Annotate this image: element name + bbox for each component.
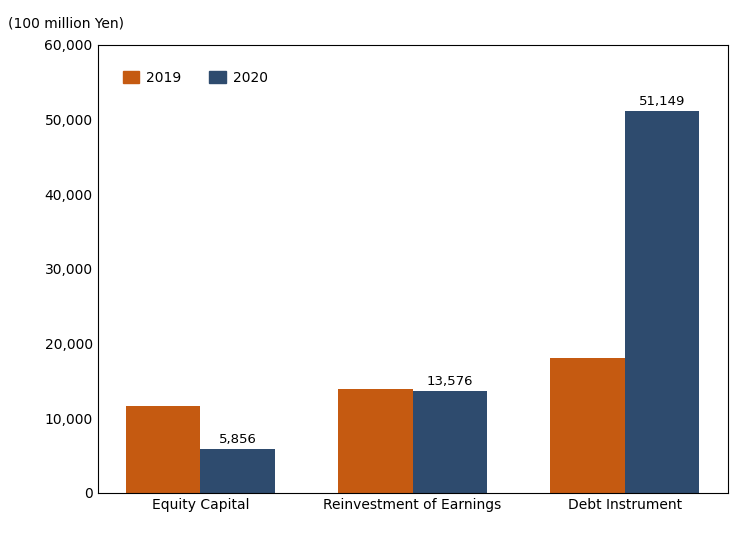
Bar <box>126 405 200 493</box>
Legend: 2019, 2020: 2019, 2020 <box>117 65 274 90</box>
Bar <box>625 111 699 493</box>
Text: (100 million Yen): (100 million Yen) <box>8 17 124 31</box>
Text: 51,149: 51,149 <box>638 95 685 108</box>
Bar <box>550 358 625 493</box>
Bar <box>200 449 274 493</box>
Text: 13,576: 13,576 <box>426 375 472 389</box>
Bar <box>413 391 487 493</box>
Bar <box>338 389 412 493</box>
Text: 5,856: 5,856 <box>218 433 256 446</box>
